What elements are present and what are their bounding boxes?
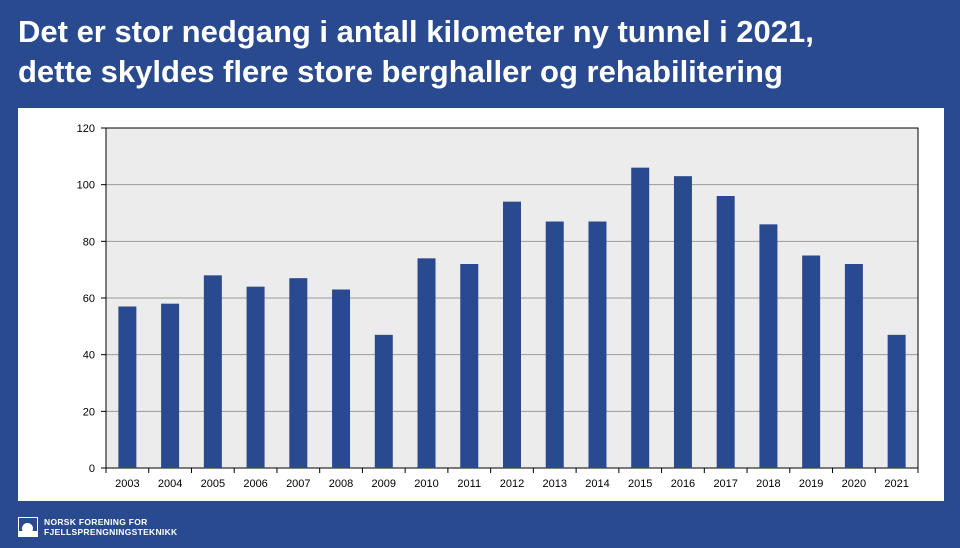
x-tick-label: 2021 bbox=[884, 478, 908, 490]
x-tick-label: 2008 bbox=[329, 478, 353, 490]
bar bbox=[716, 196, 735, 468]
bar bbox=[673, 176, 692, 468]
bar bbox=[203, 275, 222, 468]
x-tick-label: 2013 bbox=[542, 478, 566, 490]
x-tick-label: 2005 bbox=[201, 478, 225, 490]
y-tick-label: 60 bbox=[83, 293, 95, 305]
x-tick-label: 2010 bbox=[414, 478, 438, 490]
bar bbox=[545, 221, 564, 468]
x-tick-label: 2020 bbox=[842, 478, 866, 490]
y-tick-label: 0 bbox=[89, 463, 95, 475]
bar bbox=[289, 278, 308, 468]
y-tick-label: 40 bbox=[83, 350, 95, 362]
bar bbox=[374, 334, 393, 468]
bar bbox=[802, 255, 821, 468]
x-tick-label: 2019 bbox=[799, 478, 823, 490]
bar bbox=[118, 306, 137, 468]
logo-line-1: NORSK FORENING FOR bbox=[44, 517, 148, 527]
organization-logo: NORSK FORENING FOR FJELLSPRENGNINGSTEKNI… bbox=[18, 514, 177, 540]
title-line-2: dette skyldes flere store berghaller og … bbox=[18, 54, 783, 89]
x-tick-label: 2011 bbox=[457, 478, 481, 490]
y-tick-label: 80 bbox=[83, 236, 95, 248]
x-tick-label: 2003 bbox=[115, 478, 139, 490]
bar bbox=[460, 264, 479, 468]
bar bbox=[631, 167, 650, 468]
y-tick-label: 20 bbox=[83, 406, 95, 418]
title-line-1: Det er stor nedgang i antall kilometer n… bbox=[18, 14, 814, 49]
bar bbox=[844, 264, 863, 468]
x-tick-label: 2009 bbox=[372, 478, 396, 490]
bar bbox=[759, 224, 778, 468]
x-tick-label: 2015 bbox=[628, 478, 652, 490]
x-tick-label: 2017 bbox=[713, 478, 737, 490]
x-tick-label: 2006 bbox=[243, 478, 267, 490]
page-title: Det er stor nedgang i antall kilometer n… bbox=[18, 12, 948, 92]
y-tick-label: 120 bbox=[77, 123, 95, 135]
logo-text: NORSK FORENING FOR FJELLSPRENGNINGSTEKNI… bbox=[44, 517, 177, 537]
y-tick-label: 100 bbox=[77, 180, 95, 192]
x-tick-label: 2014 bbox=[585, 478, 609, 490]
bar bbox=[887, 334, 906, 468]
bar bbox=[332, 289, 351, 468]
bar bbox=[246, 286, 265, 468]
x-tick-label: 2004 bbox=[158, 478, 182, 490]
x-tick-label: 2018 bbox=[756, 478, 780, 490]
x-tick-label: 2016 bbox=[671, 478, 695, 490]
chart-panel: 0 20 40 60 80 100 120 2003 2004 2005 2006 2007 2008 2… bbox=[18, 108, 944, 501]
logo-line-2: FJELLSPRENGNINGSTEKNIKK bbox=[44, 527, 178, 537]
bar-chart: 0 20 40 60 80 100 120 2003 2004 2005 2006 2007 2008 2… bbox=[77, 123, 919, 490]
x-tick-label: 2007 bbox=[286, 478, 310, 490]
bar bbox=[161, 303, 180, 468]
logo-mark-icon bbox=[18, 517, 38, 537]
bar bbox=[417, 258, 436, 468]
x-tick-label: 2012 bbox=[500, 478, 524, 490]
bar bbox=[503, 201, 521, 468]
bar bbox=[588, 221, 607, 468]
